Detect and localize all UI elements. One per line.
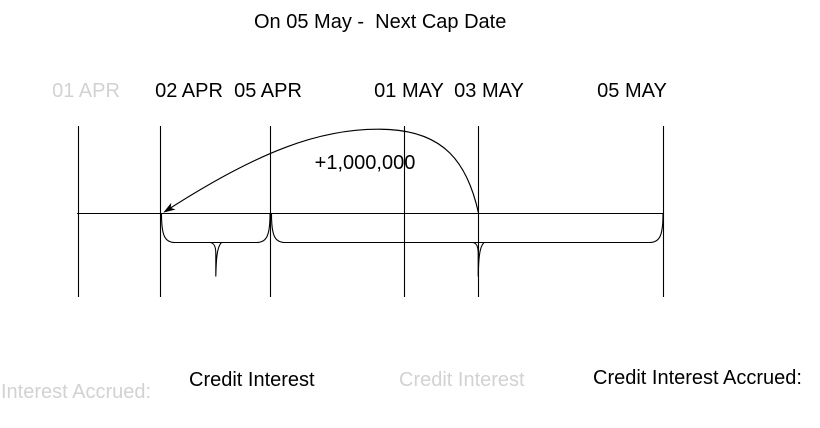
brace-05apr-05may-pointer bbox=[472, 241, 485, 277]
brace-05apr-05may bbox=[270, 213, 664, 244]
date-label-02-apr: 02 APR bbox=[155, 80, 223, 102]
annotation-01apr-interest: Interest Accrued: 0 @ 0.25% = 0Cr bbox=[1, 335, 155, 428]
brace-02apr-05apr-pointer bbox=[209, 241, 222, 277]
brace-02apr-05apr bbox=[160, 213, 271, 244]
annotation-03may-interest: Credit Interest for 1 day Accrued 1Milli… bbox=[399, 318, 555, 428]
annotation-line: Credit Interest Accrued: bbox=[593, 367, 802, 389]
date-label-05-may: 05 MAY bbox=[597, 80, 667, 102]
slide-title: On 05 May - Next Cap Date bbox=[254, 11, 507, 33]
date-label-01-may: 01 MAY bbox=[374, 80, 444, 102]
date-label-05-apr: 05 APR bbox=[234, 80, 302, 102]
transfer-arrow-curve bbox=[163, 128, 480, 214]
annotation-02apr-05apr-interest: Credit Interest Accrued: 1Million @ 1.25… bbox=[189, 315, 345, 428]
date-label-03-may: 03 MAY bbox=[454, 80, 524, 102]
transfer-amount-label: +1,000,000 bbox=[314, 152, 416, 174]
date-label-01-apr: 01 APR bbox=[52, 80, 120, 102]
annotation-05may-interest: Credit Interest Accrued: 100138.89 @ 1.2… bbox=[593, 316, 802, 428]
annotation-line: Interest Accrued: bbox=[1, 381, 152, 403]
annotation-line: Credit Interest bbox=[189, 369, 315, 391]
annotation-line: Credit Interest bbox=[399, 369, 525, 391]
